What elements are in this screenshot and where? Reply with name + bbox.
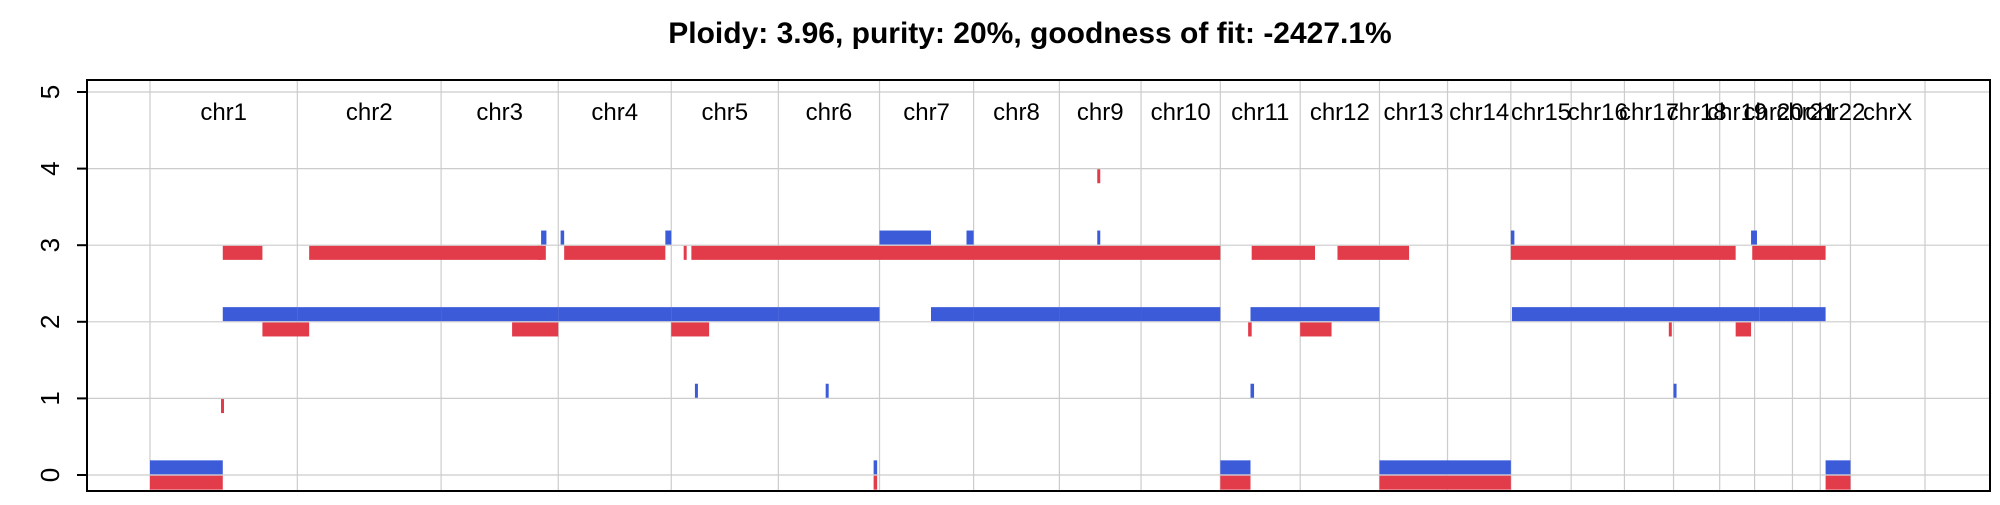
major-allele-segment xyxy=(1097,230,1101,245)
major-allele-segment xyxy=(1220,460,1251,475)
minor-allele-segment xyxy=(1825,475,1851,490)
chromosome-label: chr19 xyxy=(1707,99,1767,126)
minor-allele-segment xyxy=(564,245,666,260)
chart-title: Ploidy: 3.96, purity: 20%, goodness of f… xyxy=(668,17,1392,50)
major-allele-segment xyxy=(671,307,779,322)
chromosome-label: chr9 xyxy=(1077,99,1124,126)
major-allele-segment xyxy=(1673,383,1677,398)
major-allele-segment xyxy=(1751,230,1757,245)
major-allele-segment xyxy=(873,460,878,475)
plot-frame xyxy=(86,79,1991,492)
y-tick-label: 3 xyxy=(35,238,65,252)
chromosome-label: chr21 xyxy=(1776,99,1836,126)
major-allele-segment xyxy=(1379,460,1511,475)
major-allele-segment xyxy=(966,230,974,245)
minor-allele-segment xyxy=(1097,169,1101,184)
chromosome-label: chr15 xyxy=(1511,99,1571,126)
chromosome-label: chrX xyxy=(1863,99,1912,126)
major-allele-segment xyxy=(560,230,565,245)
minor-allele-segment xyxy=(1220,475,1251,490)
minor-allele-segment xyxy=(1668,322,1672,337)
chromosome-label: chr8 xyxy=(993,99,1040,126)
major-allele-segment xyxy=(1250,307,1380,322)
minor-allele-segment xyxy=(1248,322,1252,337)
y-axis: 0 1 2 3 4 5 xyxy=(35,85,87,482)
major-allele-segment xyxy=(879,230,931,245)
chromosome-label: chr12 xyxy=(1310,99,1370,126)
minor-allele-segment xyxy=(150,475,223,490)
minor-allele-segment xyxy=(221,399,224,414)
segments-layer xyxy=(150,169,1851,490)
y-tick-label: 1 xyxy=(35,391,65,405)
chromosome-label: chr2 xyxy=(346,99,393,126)
minor-allele-segment xyxy=(683,245,687,260)
major-allele-segment xyxy=(541,230,547,245)
chromosome-label: chr18 xyxy=(1667,99,1727,126)
major-allele-segment xyxy=(1059,307,1142,322)
chromosome-label: chr13 xyxy=(1383,99,1443,126)
chromosome-label: chr3 xyxy=(476,99,523,126)
grid-layer xyxy=(87,80,1990,491)
chromosome-label: chr7 xyxy=(903,99,950,126)
major-allele-segment xyxy=(1510,230,1515,245)
minor-allele-segment xyxy=(262,322,310,337)
minor-allele-segment xyxy=(537,245,546,260)
minor-allele-segment xyxy=(1735,322,1752,337)
major-allele-segment xyxy=(1825,460,1851,475)
y-tick-label: 0 xyxy=(35,468,65,482)
minor-allele-segment xyxy=(222,245,263,260)
major-allele-segment xyxy=(150,460,223,475)
major-allele-segment xyxy=(1141,307,1221,322)
major-allele-segment xyxy=(1250,383,1255,398)
chromosome-label: chr11 xyxy=(1231,99,1289,126)
chromosome-labels: chr1 chr2 chr3 chr4 chr5 chr6 chr7 chr8 chr9 chr1… xyxy=(200,99,1912,126)
minor-allele-segment xyxy=(873,475,878,490)
chromosome-label: chr5 xyxy=(701,99,748,126)
minor-allele-segment xyxy=(1379,475,1511,490)
major-allele-segment xyxy=(558,307,672,322)
chromosome-label: chr14 xyxy=(1449,99,1509,126)
minor-allele-segment xyxy=(1251,245,1315,260)
major-allele-segment xyxy=(973,307,1060,322)
chromosome-label: chr1 xyxy=(200,99,247,126)
major-allele-segment xyxy=(694,383,698,398)
major-allele-segment xyxy=(1759,307,1826,322)
major-allele-segment xyxy=(665,230,672,245)
major-allele-segment xyxy=(297,307,442,322)
y-tick-label: 4 xyxy=(35,161,65,175)
minor-allele-segment xyxy=(1337,245,1410,260)
y-tick-label: 2 xyxy=(35,315,65,329)
chromosome-label: chr22 xyxy=(1805,99,1865,126)
minor-allele-segment xyxy=(1300,322,1332,337)
chromosome-label: chr10 xyxy=(1151,99,1211,126)
major-allele-segment xyxy=(441,307,559,322)
chromosome-label: chr20 xyxy=(1744,99,1804,126)
major-allele-segment xyxy=(1512,307,1760,322)
minor-allele-segment xyxy=(671,322,710,337)
chromosome-label: chr6 xyxy=(806,99,853,126)
chromosome-label: chr16 xyxy=(1568,99,1628,126)
major-allele-segment xyxy=(778,307,880,322)
chromosome-label: chr17 xyxy=(1619,99,1679,126)
y-tick-label: 5 xyxy=(35,85,65,99)
minor-allele-segment xyxy=(1752,245,1826,260)
major-allele-segment xyxy=(825,383,829,398)
major-allele-segment xyxy=(222,307,298,322)
major-allele-segment xyxy=(931,307,974,322)
minor-allele-segment xyxy=(512,322,559,337)
minor-allele-segment xyxy=(691,245,1221,260)
minor-allele-segment xyxy=(1510,245,1736,260)
chromosome-label: chr4 xyxy=(591,99,638,126)
minor-allele-segment xyxy=(309,245,542,260)
